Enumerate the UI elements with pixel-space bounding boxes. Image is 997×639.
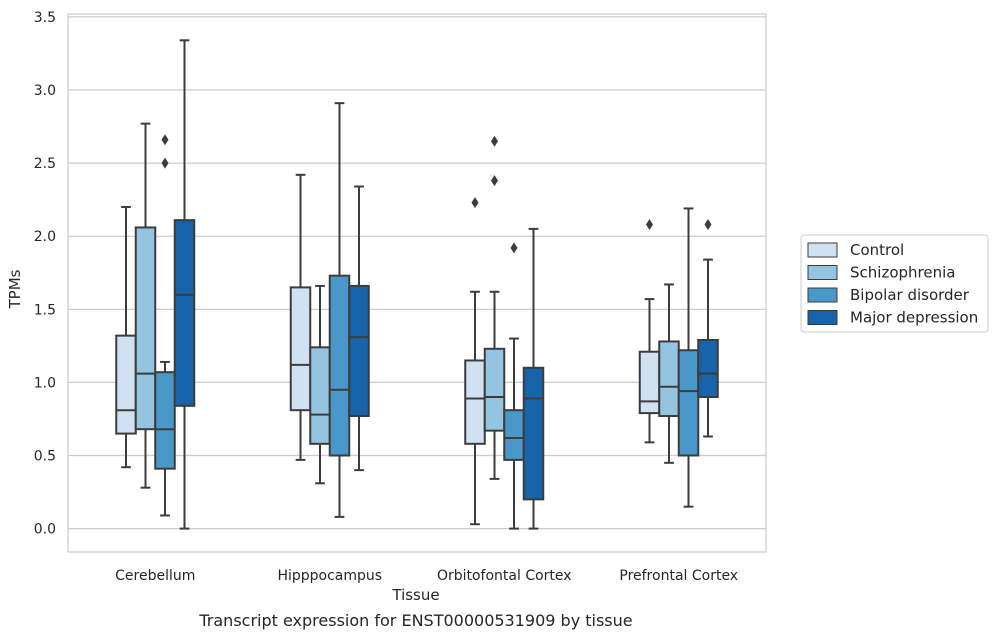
box-body	[115, 334, 137, 435]
box-body	[658, 340, 680, 418]
box-body	[638, 350, 661, 415]
y-tick-label: 2.5	[34, 156, 56, 172]
box-schizophrenia	[483, 135, 506, 480]
legend-label: Control	[850, 241, 904, 259]
box-body	[173, 219, 196, 407]
x-tick-label: Prefrontal Cortex	[619, 568, 738, 584]
legend-frame	[800, 234, 989, 333]
outlier-point	[510, 242, 518, 254]
box-bipolar-disorder	[154, 134, 176, 517]
y-axis-title: TPMs	[6, 269, 24, 309]
box-bipolar-disorder	[503, 242, 525, 530]
outlier-point	[704, 219, 712, 231]
y-tick-label: 2.0	[34, 229, 56, 245]
box-bipolar-disorder	[677, 207, 700, 508]
x-axis-title: Tissue	[391, 586, 439, 604]
box-body	[134, 226, 157, 431]
box-body	[697, 339, 719, 399]
box-bipolar-disorder	[328, 102, 351, 518]
y-tick-label: 3.5	[34, 10, 56, 26]
legend-swatch	[807, 265, 838, 280]
y-tick-label: 1.0	[34, 375, 56, 391]
box-major-depression	[173, 39, 196, 530]
box-major-depression	[697, 219, 719, 438]
x-tick-labels: Cerebellum Hipppocampus Orbitofontal Corte…	[115, 568, 738, 584]
legend: Control Schizophrenia Bipolar disorder Majo…	[800, 234, 989, 333]
legend-swatch	[807, 242, 838, 258]
box-control	[115, 205, 137, 469]
legend-swatch	[807, 287, 838, 303]
legend-swatch	[807, 310, 838, 325]
y-tick-label: 0.5	[34, 449, 56, 465]
box-schizophrenia	[134, 122, 157, 489]
x-tick-label: Cerebellum	[115, 568, 195, 584]
x-tick-label: Orbitofontal Cortex	[437, 568, 572, 584]
box-plot-marks	[115, 39, 719, 530]
box-major-depression	[348, 185, 370, 472]
box-major-depression	[522, 227, 545, 530]
box-body	[154, 371, 176, 470]
outlier-point	[471, 197, 479, 209]
box-body	[348, 284, 370, 418]
y-tick-label: 1.5	[34, 302, 56, 318]
legend-label: Bipolar disorder	[850, 286, 970, 304]
y-tick-label: 3.0	[34, 83, 56, 99]
outlier-point	[491, 175, 498, 187]
y-tick-labels: 0.0 0.5 1.0 1.5 2.0 2.5 3.0 3.5	[34, 10, 56, 538]
box-body	[289, 286, 312, 412]
box-control	[464, 197, 486, 526]
box-body	[677, 349, 700, 457]
box-body	[522, 366, 545, 501]
plot-frame	[67, 13, 767, 553]
chart-caption: Transcript expression for ENST0000053190…	[198, 611, 632, 630]
box-body	[483, 347, 506, 432]
box-body	[309, 346, 331, 445]
box-body	[503, 409, 525, 461]
outlier-point	[161, 134, 169, 146]
box-body	[464, 359, 486, 445]
outlier-point	[646, 219, 653, 231]
box-schizophrenia	[658, 283, 680, 464]
y-tick-label: 0.0	[34, 522, 56, 538]
box-body	[328, 274, 351, 457]
legend-label: Major depression	[850, 309, 978, 327]
outlier-point	[491, 135, 498, 147]
outlier-point	[161, 157, 169, 169]
legend-label: Schizophrenia	[850, 264, 955, 282]
x-tick-label: Hipppocampus	[277, 568, 382, 584]
